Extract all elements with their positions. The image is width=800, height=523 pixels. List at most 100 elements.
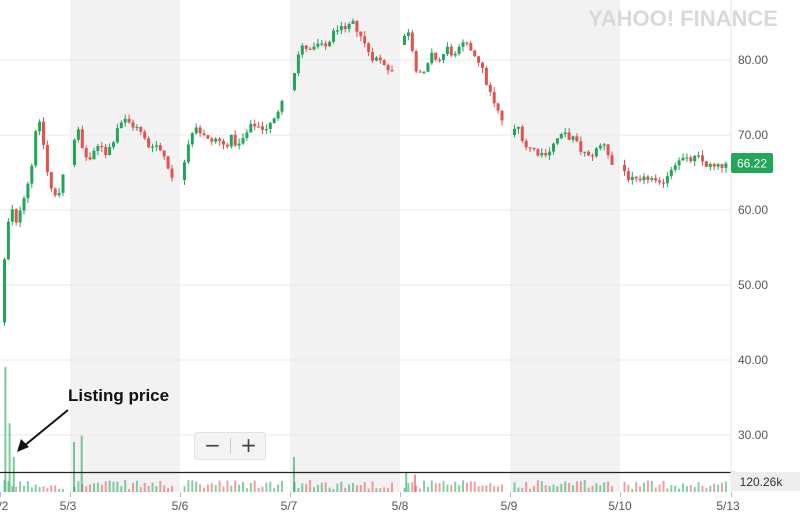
volume-bar	[108, 480, 111, 492]
candle	[158, 145, 162, 151]
volume-bar	[564, 481, 567, 492]
day-band	[290, 0, 400, 492]
zoom-in-button[interactable]: +	[240, 433, 257, 457]
candle	[712, 163, 716, 167]
volume-bar	[253, 480, 256, 492]
candle	[685, 157, 689, 159]
candle	[481, 62, 484, 68]
candle	[186, 144, 190, 163]
candle	[237, 143, 241, 146]
candle	[654, 178, 658, 181]
candle	[367, 43, 371, 53]
volume-bar	[493, 486, 496, 492]
x-axis-labels: 5/2 5/3 5/6 5/7 5/8 5/9 5/10 5/13	[0, 492, 740, 513]
candle	[198, 127, 202, 134]
volume-bar	[222, 486, 225, 492]
volume-bar	[383, 487, 386, 492]
candles	[3, 18, 728, 326]
volume-bar	[658, 484, 661, 492]
volume-bar	[497, 486, 500, 492]
candle	[662, 182, 665, 184]
volume-bar	[403, 487, 406, 492]
candle	[257, 126, 261, 128]
candle	[293, 73, 296, 90]
volume-bar	[159, 481, 162, 492]
candle	[496, 103, 500, 111]
volume-bar	[301, 483, 304, 492]
volume-bar	[328, 487, 331, 492]
candle	[704, 161, 708, 167]
candle	[42, 121, 45, 145]
candle	[386, 65, 390, 71]
volume-bar	[132, 482, 134, 492]
volume-bar	[462, 480, 464, 492]
volume-bar	[206, 484, 209, 492]
volume-bar	[477, 486, 480, 492]
candle	[414, 51, 418, 72]
volume-bar	[419, 488, 422, 492]
volume-bar	[340, 481, 343, 492]
zoom-out-button[interactable]: −	[204, 433, 221, 457]
volume-bar	[297, 487, 300, 492]
volume-bar	[430, 480, 433, 492]
candle	[84, 148, 88, 158]
volume-bar	[167, 487, 170, 492]
candle	[665, 176, 669, 184]
candle	[642, 176, 646, 181]
candle	[61, 174, 65, 193]
volume-bar	[42, 486, 45, 492]
volume-value: 120.26k	[740, 475, 784, 489]
volume-bar	[693, 486, 696, 492]
volume-bar	[316, 484, 319, 492]
volume-bar	[62, 488, 64, 492]
volume-bar	[34, 484, 37, 492]
candle	[38, 121, 42, 132]
y-tick-label: 80.00	[738, 53, 768, 67]
candle	[233, 134, 237, 146]
volume-tag: 120.26k	[731, 472, 800, 491]
volume-bar	[591, 485, 594, 492]
y-tick-label: 30.00	[738, 428, 768, 442]
candle	[374, 57, 378, 61]
candle	[249, 123, 253, 133]
candle	[73, 139, 76, 165]
volume-bar	[139, 487, 142, 492]
volume-bar	[230, 485, 233, 492]
candle	[418, 71, 422, 73]
candle	[34, 131, 38, 166]
volume-bar	[446, 484, 449, 492]
volume-bar	[536, 480, 539, 492]
candle	[328, 41, 332, 47]
volume-bar	[89, 484, 92, 492]
volume-bar	[23, 485, 25, 492]
candle	[22, 198, 26, 211]
volume-bar	[85, 486, 88, 492]
candle	[390, 70, 394, 72]
candle	[339, 26, 343, 31]
volume-bar	[143, 482, 146, 492]
volume-bar	[50, 485, 53, 492]
volume-bar	[46, 488, 49, 492]
candle	[630, 176, 634, 180]
volume-bars	[3, 367, 727, 492]
volume-bar	[147, 486, 150, 492]
candle	[430, 52, 434, 64]
candle	[112, 142, 115, 148]
volume-bar	[96, 482, 99, 492]
candle	[115, 128, 119, 143]
volume-bar	[643, 482, 645, 492]
candle	[119, 122, 123, 129]
volume-bar	[218, 480, 221, 492]
candle	[371, 52, 374, 61]
x-tick-label: 5/10	[608, 499, 632, 513]
volume-bar	[595, 483, 598, 492]
volume-bar	[552, 484, 555, 492]
candle	[567, 132, 571, 140]
volume-bar	[245, 488, 248, 492]
candle	[469, 43, 473, 51]
candle	[650, 178, 654, 180]
volume-bar	[281, 480, 283, 492]
x-tick-label: 5/3	[60, 499, 77, 513]
volume-bar	[713, 483, 716, 492]
